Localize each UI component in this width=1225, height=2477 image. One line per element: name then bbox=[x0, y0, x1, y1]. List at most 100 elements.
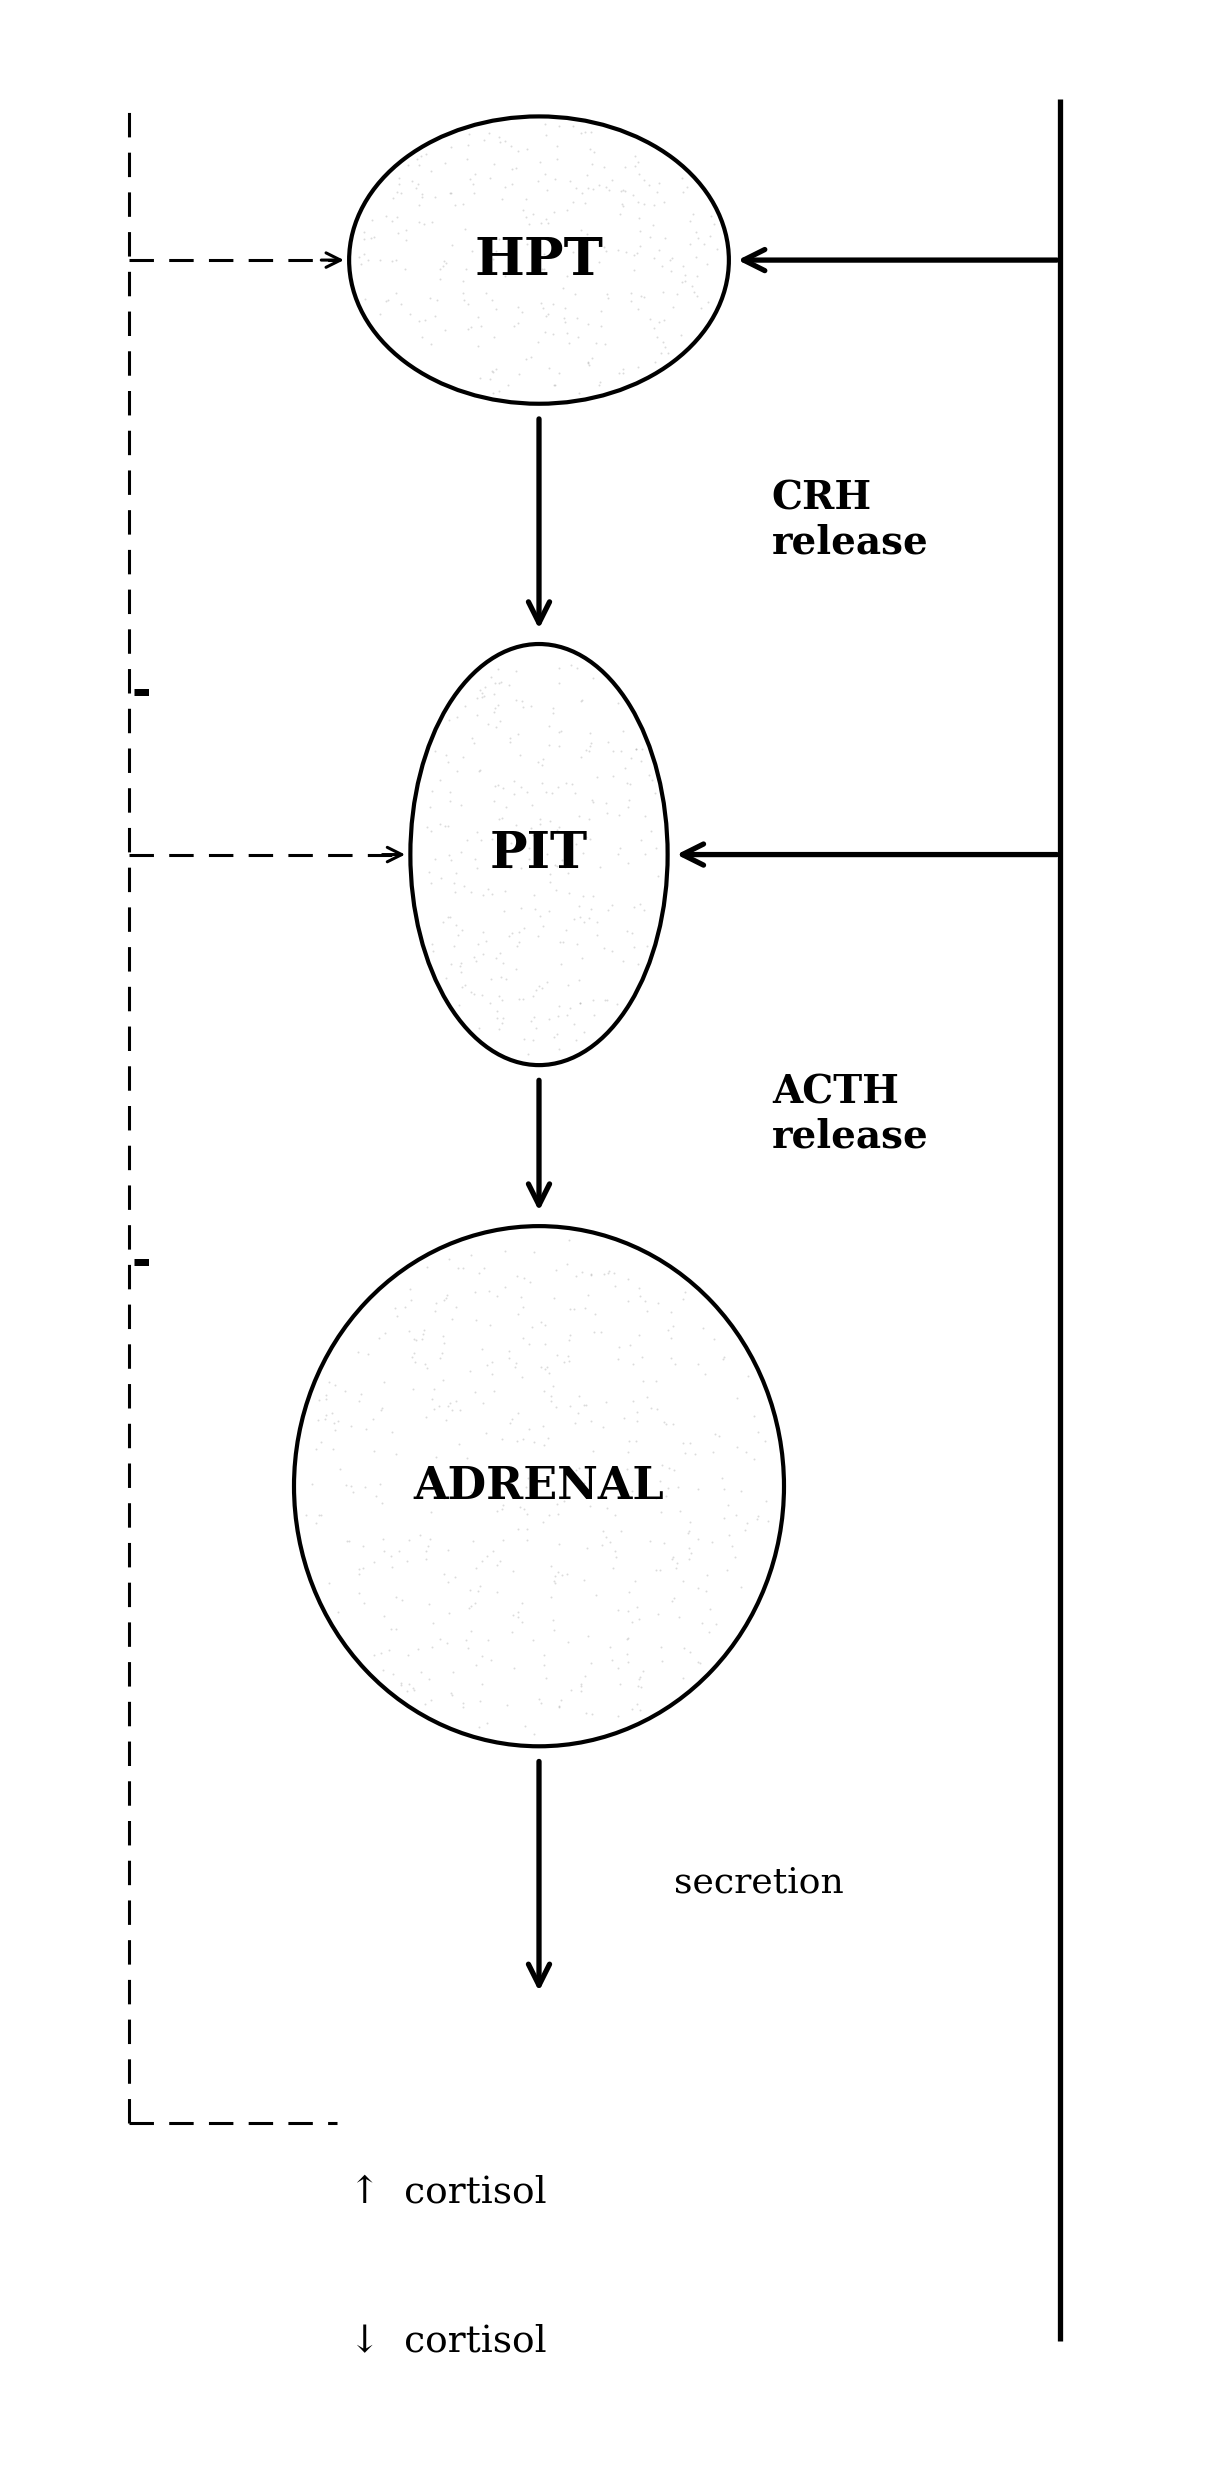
Point bbox=[413, 178, 432, 218]
Point bbox=[451, 951, 470, 991]
Point bbox=[484, 352, 503, 391]
Point bbox=[573, 877, 593, 916]
Point bbox=[407, 168, 426, 208]
Point bbox=[343, 1471, 363, 1511]
Point bbox=[388, 213, 408, 253]
Point bbox=[488, 1491, 507, 1531]
Point bbox=[581, 889, 600, 929]
Point bbox=[665, 1452, 685, 1491]
Point bbox=[458, 126, 478, 166]
Point bbox=[567, 300, 587, 339]
Point bbox=[423, 924, 442, 964]
Point bbox=[652, 1491, 671, 1531]
Point bbox=[421, 203, 441, 243]
Point bbox=[508, 713, 528, 753]
Point bbox=[576, 111, 595, 151]
Point bbox=[518, 1456, 538, 1496]
Point bbox=[439, 897, 458, 936]
Point bbox=[598, 723, 617, 763]
Point bbox=[382, 1412, 402, 1452]
Point bbox=[675, 260, 695, 300]
Point bbox=[486, 290, 506, 329]
Point bbox=[675, 255, 695, 295]
Point bbox=[725, 1538, 745, 1578]
Point bbox=[570, 961, 589, 1001]
Point bbox=[545, 1563, 565, 1603]
Point bbox=[582, 144, 601, 183]
Point bbox=[437, 743, 457, 783]
Point bbox=[453, 183, 473, 223]
Point bbox=[356, 1409, 376, 1449]
Point bbox=[382, 1548, 402, 1588]
Point bbox=[325, 1409, 344, 1449]
Point bbox=[370, 295, 390, 334]
Point bbox=[414, 203, 434, 243]
Point bbox=[617, 912, 637, 951]
Point bbox=[680, 1528, 699, 1568]
Point bbox=[701, 215, 720, 255]
Point bbox=[687, 277, 707, 317]
Point bbox=[437, 1531, 457, 1570]
Point bbox=[519, 1409, 539, 1449]
Point bbox=[533, 763, 552, 803]
Point bbox=[434, 902, 453, 941]
Point bbox=[420, 277, 440, 317]
Point bbox=[317, 1380, 337, 1419]
Point bbox=[658, 334, 677, 374]
Point bbox=[461, 1570, 480, 1610]
Point bbox=[534, 1645, 554, 1684]
Point bbox=[445, 186, 464, 225]
Point bbox=[464, 1372, 484, 1412]
Point bbox=[470, 1682, 490, 1722]
Point bbox=[492, 178, 512, 218]
Point bbox=[688, 1518, 708, 1558]
Point bbox=[550, 986, 570, 1025]
Point bbox=[489, 1008, 508, 1048]
Point bbox=[556, 763, 576, 803]
Point bbox=[490, 121, 510, 161]
Point bbox=[350, 1375, 370, 1414]
Point bbox=[486, 991, 506, 1030]
Point bbox=[707, 1605, 726, 1645]
Point bbox=[620, 1422, 639, 1461]
Point bbox=[537, 1660, 556, 1699]
Text: ACTH
release: ACTH release bbox=[772, 1073, 929, 1157]
Point bbox=[564, 233, 583, 272]
Point bbox=[325, 1404, 344, 1444]
Point bbox=[372, 1484, 392, 1523]
Point bbox=[704, 203, 724, 243]
Point bbox=[472, 676, 491, 716]
Point bbox=[582, 1256, 601, 1295]
Point bbox=[673, 245, 692, 285]
Point bbox=[610, 1328, 630, 1367]
Point bbox=[426, 1437, 446, 1476]
Point bbox=[567, 924, 587, 964]
Text: -: - bbox=[131, 1241, 151, 1286]
Point bbox=[303, 1464, 322, 1504]
Point bbox=[443, 926, 463, 966]
Point bbox=[421, 324, 441, 364]
Point bbox=[617, 1449, 637, 1489]
Point bbox=[565, 773, 584, 812]
Point bbox=[644, 238, 664, 277]
Point bbox=[316, 1400, 336, 1439]
Point bbox=[404, 1333, 424, 1372]
Point bbox=[714, 1469, 734, 1508]
Point bbox=[430, 1338, 450, 1377]
Point bbox=[494, 944, 513, 983]
Point bbox=[635, 889, 654, 929]
Point bbox=[631, 228, 650, 268]
Point bbox=[539, 998, 559, 1038]
Point bbox=[578, 800, 598, 840]
Point bbox=[588, 916, 608, 956]
Point bbox=[648, 857, 668, 897]
Point bbox=[404, 1318, 424, 1357]
Point bbox=[712, 1459, 731, 1499]
Point bbox=[582, 723, 601, 763]
Point bbox=[697, 1570, 717, 1610]
Point bbox=[456, 211, 475, 250]
Point bbox=[554, 268, 573, 307]
Point bbox=[387, 196, 407, 235]
Point bbox=[575, 902, 594, 941]
Point bbox=[534, 741, 554, 780]
